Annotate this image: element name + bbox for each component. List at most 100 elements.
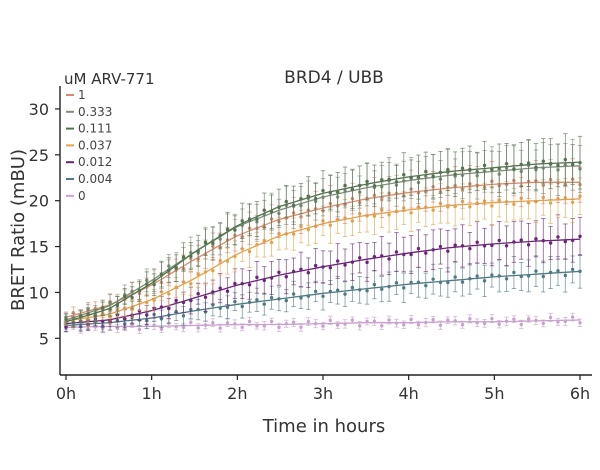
series-0.111: [63, 133, 583, 329]
data-point: [115, 326, 120, 331]
data-point: [218, 286, 222, 290]
data-point: [321, 188, 325, 193]
data-point: [526, 201, 531, 205]
legend-label: 0.004: [78, 172, 112, 186]
data-point: [262, 302, 266, 306]
data-point: [380, 287, 384, 291]
data-point: [490, 316, 494, 321]
data-point: [269, 319, 274, 324]
data-point: [365, 289, 369, 293]
data-point: [394, 281, 399, 285]
data-point: [431, 317, 435, 322]
data-point: [570, 200, 575, 205]
data-point: [460, 166, 465, 170]
data-point: [159, 327, 164, 331]
data-point: [372, 184, 377, 188]
data-point: [475, 240, 479, 244]
data-point: [548, 201, 553, 205]
data-point: [482, 279, 487, 283]
data-point: [225, 321, 230, 325]
data-point: [365, 260, 369, 265]
data-point: [174, 298, 178, 303]
data-point: [130, 295, 134, 300]
data-point: [313, 289, 318, 294]
data-point: [504, 277, 509, 281]
data-point: [167, 292, 171, 296]
data-point: [453, 275, 457, 279]
data-point: [167, 306, 171, 311]
data-point: [343, 183, 347, 188]
data-point: [526, 317, 531, 321]
data-point: [482, 321, 487, 326]
data-point: [343, 292, 347, 296]
data-point: [350, 285, 355, 290]
data-point: [328, 266, 333, 270]
data-point: [453, 243, 457, 247]
data-point: [211, 241, 215, 246]
data-point: [181, 325, 186, 330]
data-point: [299, 325, 303, 329]
y-tick-label: 15: [29, 238, 49, 257]
data-point: [211, 321, 215, 325]
data-point: [497, 238, 501, 243]
x-tick-label: 4h: [399, 384, 419, 403]
data-point: [526, 161, 531, 165]
plot-area: [63, 133, 583, 334]
data-point: [233, 281, 237, 286]
data-point: [335, 323, 340, 327]
data-point: [350, 318, 355, 322]
data-point: [570, 315, 575, 319]
data-point: [409, 211, 413, 215]
data-point: [321, 324, 325, 328]
data-point: [402, 286, 406, 290]
data-point: [548, 315, 553, 320]
data-point: [402, 172, 406, 177]
data-point: [262, 208, 266, 212]
data-point: [512, 270, 516, 275]
data-point: [225, 289, 230, 293]
data-point: [269, 240, 274, 245]
data-point: [482, 163, 487, 168]
data-point: [409, 252, 413, 257]
data-point: [416, 323, 421, 327]
y-tick-label: 5: [39, 329, 49, 348]
data-point: [394, 250, 399, 254]
data-point: [490, 273, 494, 277]
data-point: [519, 238, 523, 242]
series-line: [65, 238, 581, 325]
data-point: [365, 179, 369, 184]
data-point: [387, 257, 391, 261]
data-point: [123, 317, 127, 321]
data-point: [570, 162, 575, 167]
data-point: [387, 213, 391, 217]
data-point: [255, 275, 259, 280]
data-point: [358, 324, 362, 328]
data-point: [233, 228, 237, 232]
data-point: [328, 223, 333, 227]
data-point: [255, 217, 259, 221]
data-point: [321, 294, 325, 299]
data-point: [277, 270, 281, 275]
data-point: [512, 167, 516, 171]
data-point: [541, 159, 545, 163]
data-point: [269, 295, 274, 300]
data-point: [240, 325, 244, 329]
data-point: [556, 235, 560, 239]
x-tick-label: 1h: [142, 384, 162, 403]
data-point: [438, 323, 443, 327]
data-point: [101, 306, 105, 310]
data-point: [468, 205, 472, 209]
legend: uM ARV-771 1 0.333 0.111 0.037 0.012 0.004 0: [64, 70, 155, 203]
data-point: [196, 326, 200, 330]
data-point: [247, 319, 252, 324]
data-point: [570, 267, 575, 272]
data-point: [416, 246, 421, 251]
data-point: [233, 299, 237, 304]
data-point: [137, 327, 142, 332]
data-point: [247, 249, 252, 254]
legend-label: 0.333: [78, 105, 112, 119]
data-point: [578, 321, 582, 325]
data-point: [380, 178, 384, 182]
data-point: [431, 277, 435, 281]
legend-label: 1: [78, 88, 86, 102]
